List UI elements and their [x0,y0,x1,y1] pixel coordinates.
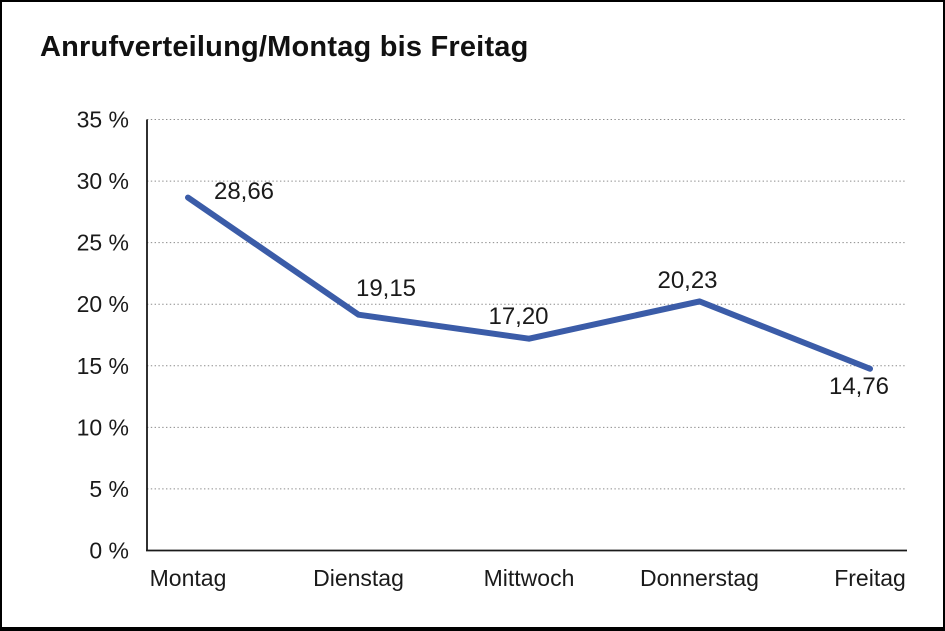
x-tick-label: Donnerstag [640,565,759,591]
y-tick-label: 35 % [77,107,129,133]
y-tick-label: 0 % [89,538,129,564]
x-tick-label: Mittwoch [484,565,575,591]
x-tick-label: Montag [150,565,227,591]
y-tick-label: 30 % [77,168,129,194]
y-tick-label: 15 % [77,353,129,379]
y-tick-label: 25 % [77,230,129,256]
x-tick-label: Dienstag [313,565,404,591]
y-tick-label: 10 % [77,414,129,440]
data-point-label: 20,23 [657,267,717,294]
data-point-label: 28,66 [214,178,274,205]
x-tick-label: Freitag [834,565,906,591]
data-series-line [185,194,873,372]
data-point-label: 17,20 [488,303,548,330]
y-tick-label: 5 % [89,476,129,502]
y-tick-label: 20 % [77,291,129,317]
data-point-label: 19,15 [356,275,416,302]
data-point-label: 14,76 [829,373,889,400]
chart-title: Anrufverteilung/Montag bis Freitag [40,31,529,63]
